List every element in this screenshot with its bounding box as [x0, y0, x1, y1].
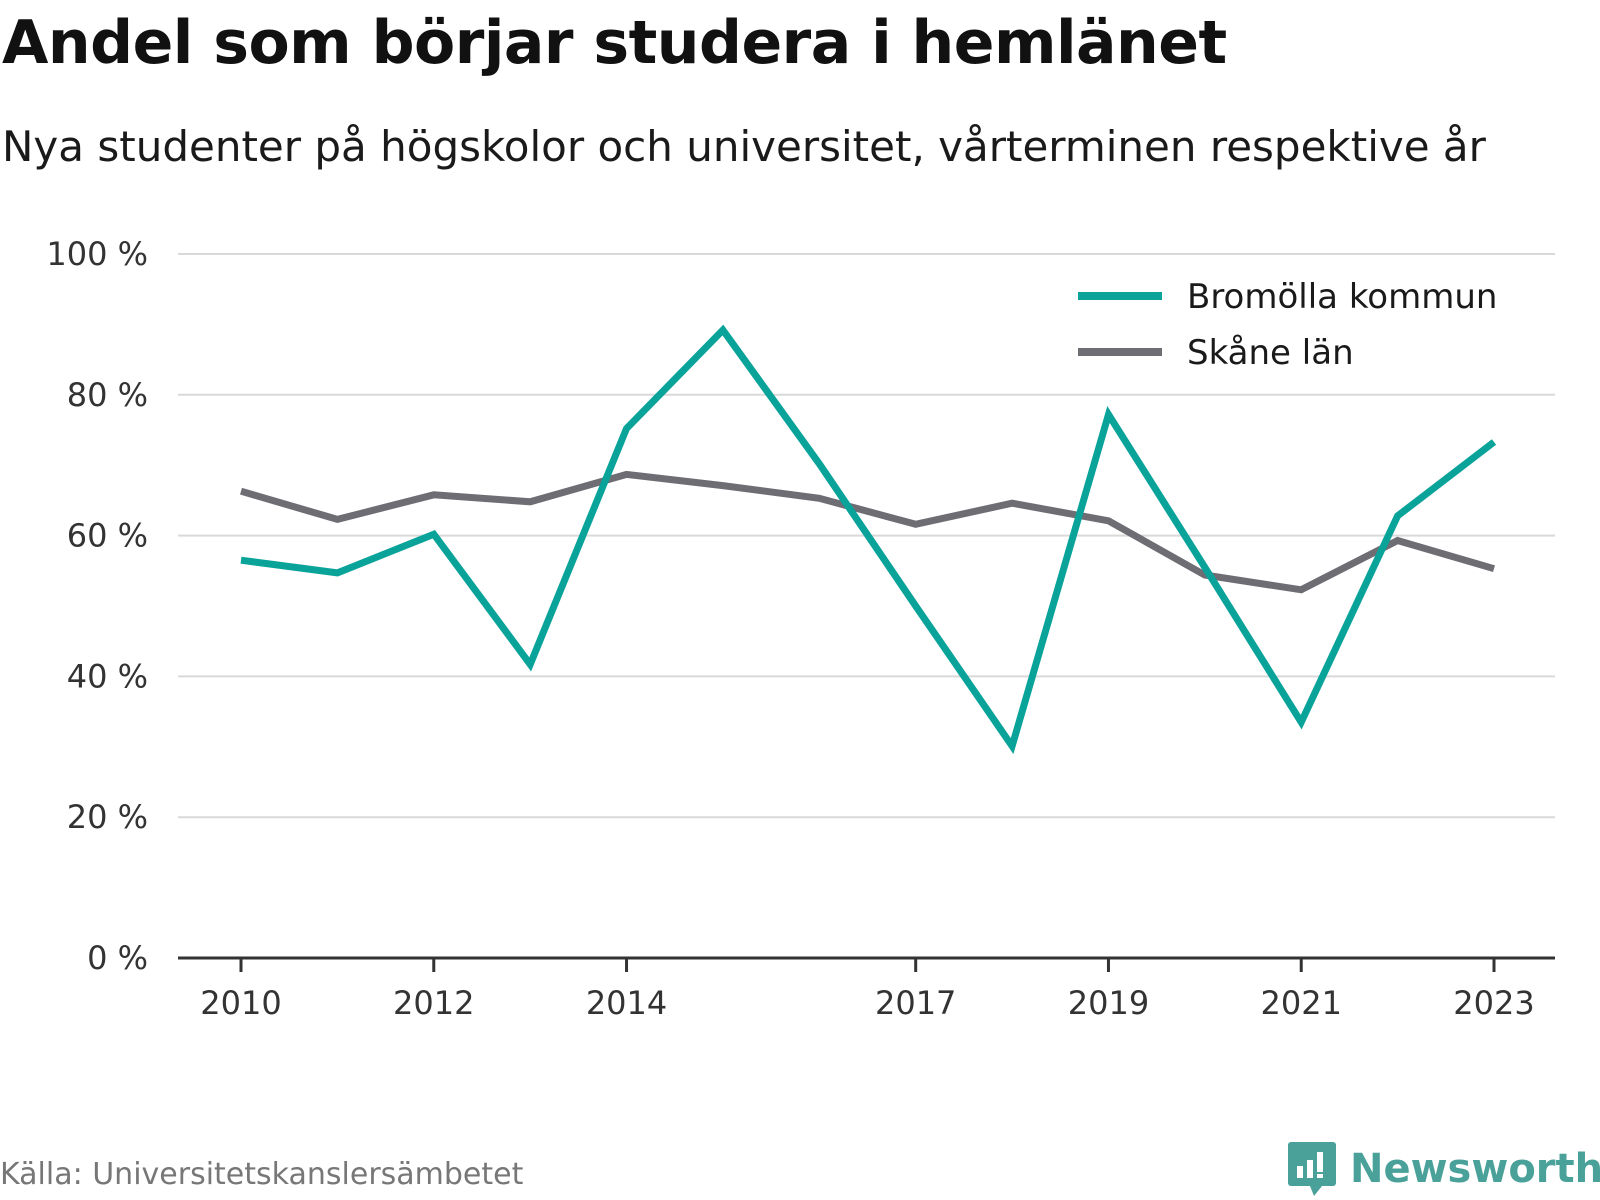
- series-lines: [240, 324, 1497, 755]
- legend: Bromölla kommun Skåne län: [1078, 277, 1497, 373]
- line-chart: 0 %20 %40 %60 %80 %100 % 2010 2012 2014 201…: [46, 235, 1555, 1022]
- x-tick-label: 2010: [200, 984, 281, 1022]
- y-tick-label: 40 %: [67, 657, 148, 695]
- x-axis: 2010 2012 2014 2017 2019 2021 2023: [178, 956, 1555, 1022]
- y-axis-ticks: 0 % 20 % 40 % 60 % 80 % 100 %: [46, 235, 148, 977]
- x-tick-label: 2023: [1453, 984, 1534, 1022]
- series-line-bromolla: [240, 324, 1497, 755]
- source-note: Källa: Universitetskanslersämbetet: [0, 1157, 524, 1192]
- y-tick-label: 100 %: [46, 235, 148, 273]
- y-tick-label: 60 %: [67, 517, 148, 555]
- x-tick-label: 2017: [875, 984, 956, 1022]
- brand-logo: Newsworthy: [1288, 1142, 1600, 1196]
- newsworthy-logo-icon: [1288, 1142, 1336, 1196]
- x-tick-label: 2014: [586, 984, 667, 1022]
- x-tick-label: 2021: [1261, 984, 1342, 1022]
- brand-name: Newsworthy: [1350, 1146, 1600, 1192]
- y-tick-label: 20 %: [67, 798, 148, 836]
- chart-title: Andel som börjar studera i hemlänet: [2, 8, 1227, 78]
- legend-label-bromolla: Bromölla kommun: [1187, 277, 1497, 317]
- y-tick-label: 80 %: [67, 376, 148, 414]
- legend-label-skane: Skåne län: [1187, 333, 1354, 373]
- x-tick-label: 2019: [1068, 984, 1149, 1022]
- x-tick-label: 2012: [393, 984, 474, 1022]
- y-tick-label: 0 %: [87, 939, 148, 977]
- chart-subtitle: Nya studenter på högskolor och universit…: [2, 122, 1486, 171]
- series-line-skane: [240, 470, 1495, 594]
